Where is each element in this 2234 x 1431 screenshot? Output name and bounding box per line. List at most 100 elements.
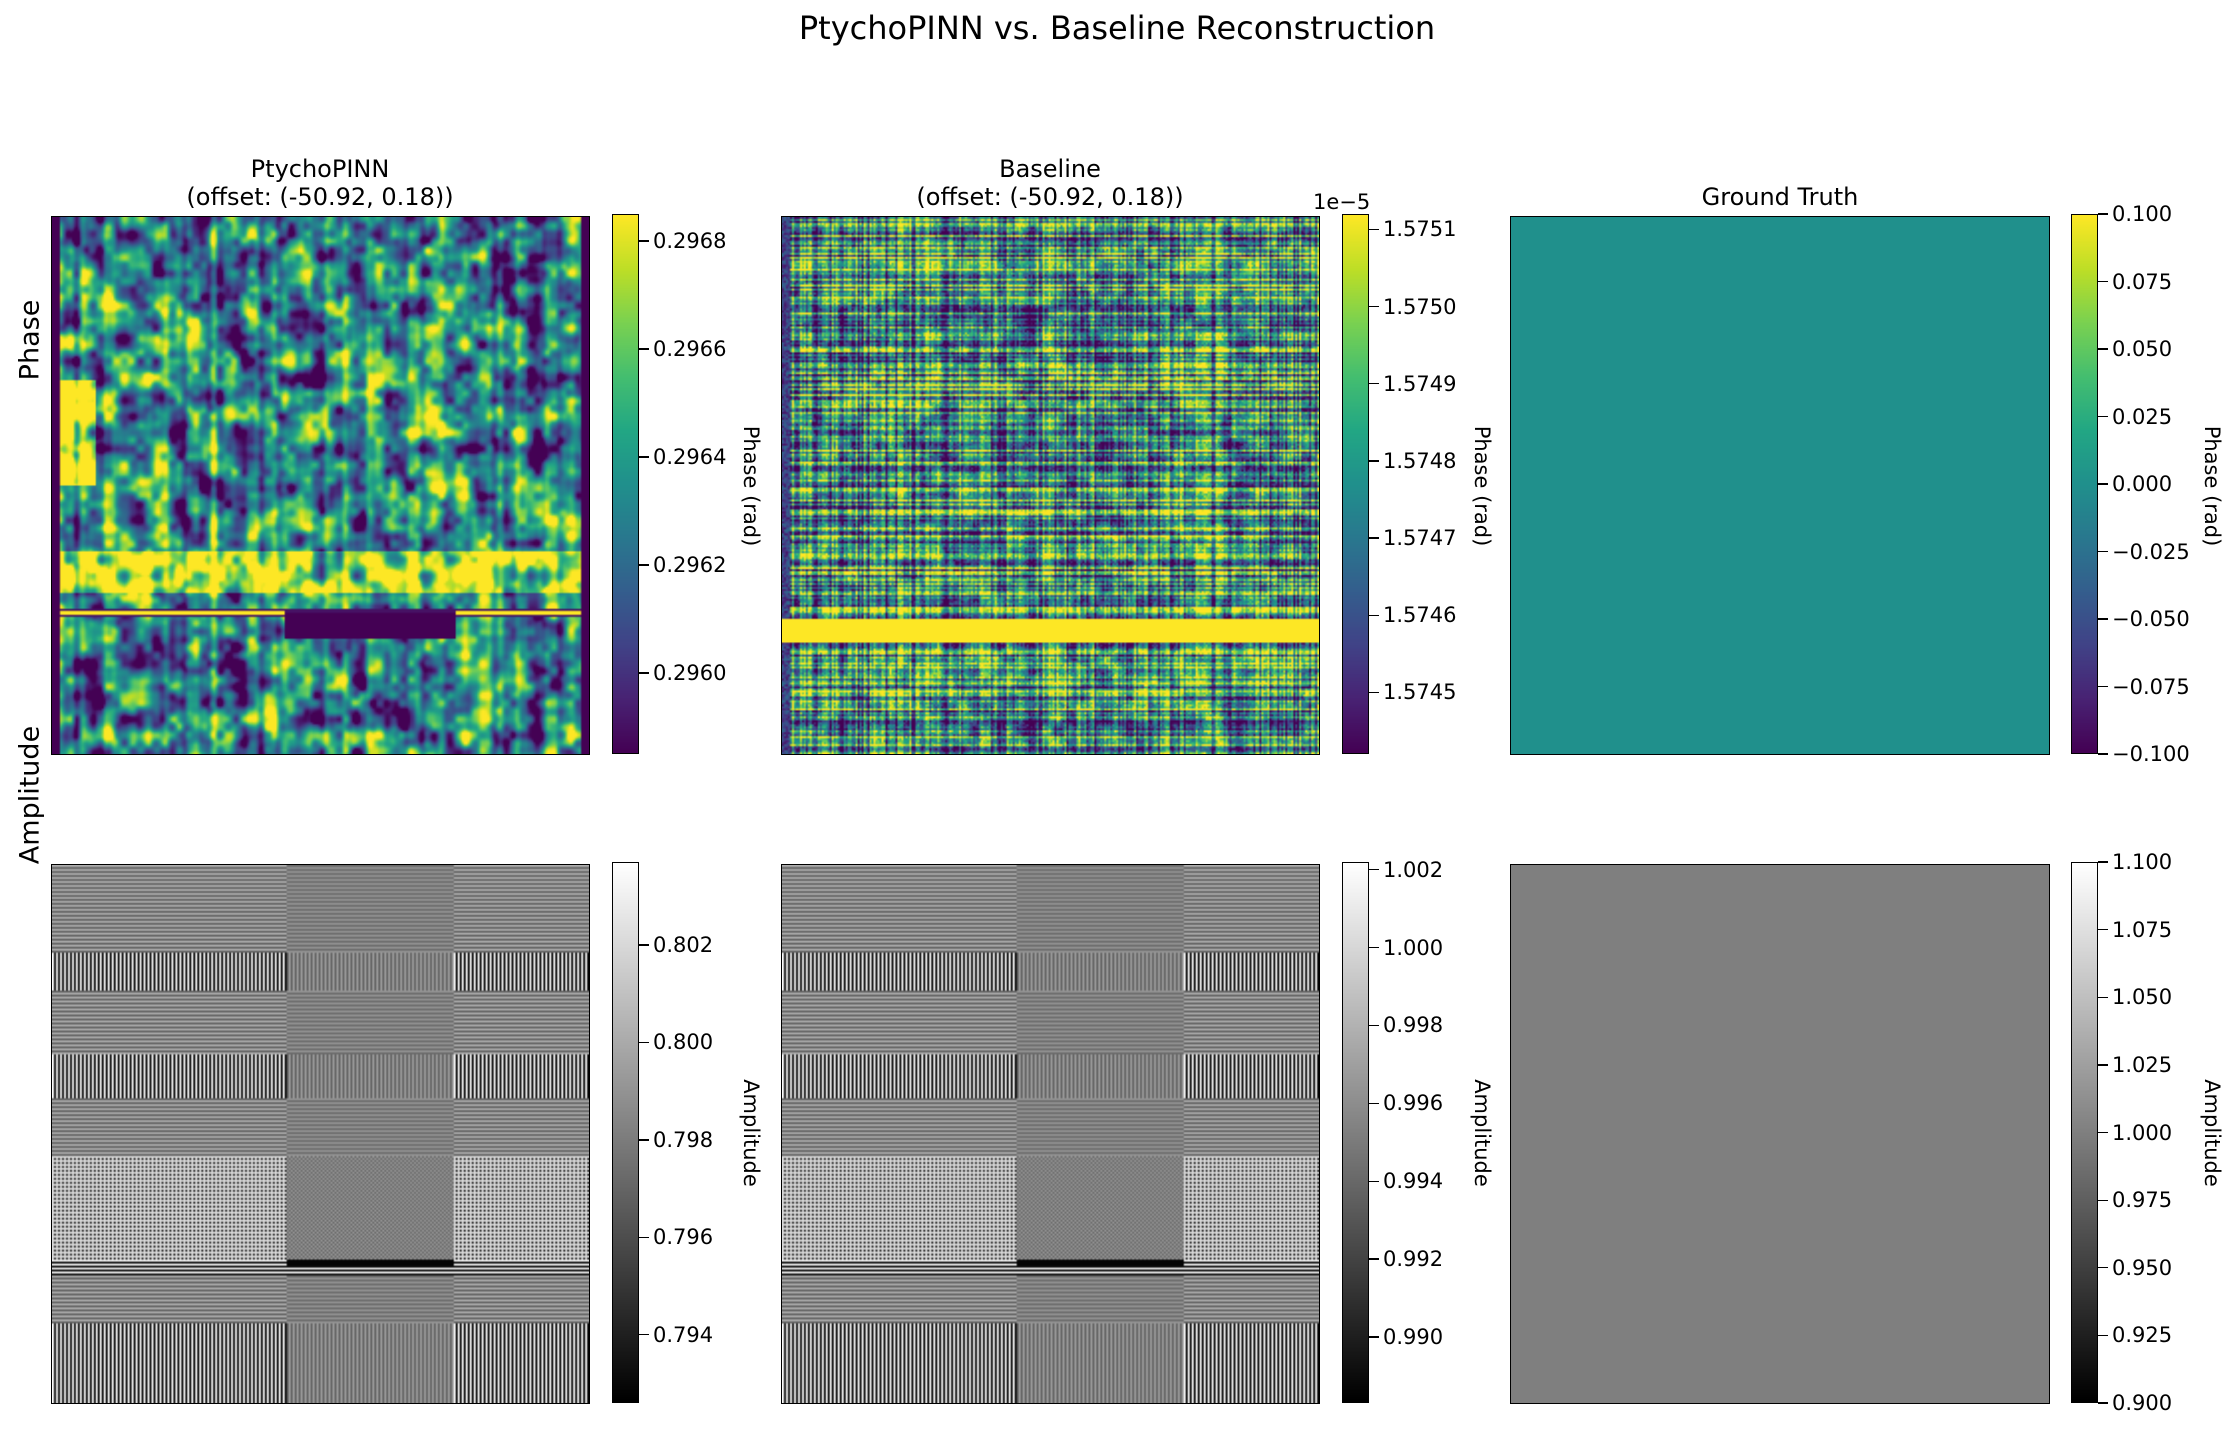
colorbar-label-baseline-amplitude: Amplitude <box>1470 1079 1494 1187</box>
heatmap-baseline-phase <box>781 216 1320 755</box>
colorbar-tick <box>1369 460 1379 461</box>
colorbar-tick-label: −0.025 <box>2112 540 2190 564</box>
colorbar-tick-label: 0.796 <box>653 1225 713 1249</box>
colorbar-tick-label: 0.990 <box>1383 1325 1443 1349</box>
colorbar-tick <box>1369 869 1379 870</box>
colorbar-tick-label: 0.100 <box>2112 202 2172 226</box>
colorbar-tick-label: 1.5751 <box>1383 217 1456 241</box>
colorbar-tick-label: 0.025 <box>2112 405 2172 429</box>
colorbar-ptychopinn-phase <box>612 214 639 754</box>
colorbar-tick <box>639 456 649 457</box>
colorbar-tick <box>639 1042 649 1043</box>
colorbar-tick-label: 0.998 <box>1383 1013 1443 1037</box>
colorbar-label-ground-truth-phase: Phase (rad) <box>2200 426 2224 547</box>
colorbar-label-ground-truth-amplitude: Amplitude <box>2200 1079 2224 1187</box>
colorbar-tick-label: 0.050 <box>2112 337 2172 361</box>
colorbar-tick <box>1369 947 1379 948</box>
panel-title-ground-truth: Ground Truth <box>1702 184 1859 212</box>
colorbar-tick <box>2098 1200 2108 1201</box>
colorbar-tick-label: 0.800 <box>653 1030 713 1054</box>
heatmap-baseline-amplitude <box>781 864 1320 1404</box>
colorbar-tick <box>1369 383 1379 384</box>
heatmap-ground-truth-phase <box>1510 216 2050 755</box>
colorbar-label-ptychopinn-phase: Phase (rad) <box>739 426 763 547</box>
colorbar-tick-label: 0.798 <box>653 1128 713 1152</box>
colorbar-tick-label: 0.996 <box>1383 1091 1443 1115</box>
colorbar-tick <box>2098 1402 2108 1403</box>
colorbar-tick <box>1369 1181 1379 1182</box>
colorbar-tick-label: 0.925 <box>2112 1323 2172 1347</box>
colorbar-tick-label: 1.5749 <box>1383 372 1456 396</box>
colorbar-tick-label: 1.5746 <box>1383 603 1456 627</box>
colorbar-ground-truth-amplitude <box>2071 862 2098 1403</box>
colorbar-tick-label: 0.000 <box>2112 472 2172 496</box>
colorbar-tick <box>1369 229 1379 230</box>
colorbar-tick-label: 0.975 <box>2112 1188 2172 1212</box>
colorbar-tick <box>639 1139 649 1140</box>
colorbar-tick <box>2098 929 2108 930</box>
colorbar-tick-label: 1.000 <box>1383 936 1443 960</box>
colorbar-tick-label: 1.025 <box>2112 1053 2172 1077</box>
heatmap-ground-truth-amplitude <box>1510 864 2050 1404</box>
colorbar-tick <box>2098 618 2108 619</box>
colorbar-tick <box>1369 537 1379 538</box>
colorbar-tick <box>1369 306 1379 307</box>
colorbar-tick-label: 0.994 <box>1383 1169 1443 1193</box>
colorbar-tick-label: 0.075 <box>2112 270 2172 294</box>
colorbar-tick <box>2098 997 2108 998</box>
colorbar-tick-label: 1.5750 <box>1383 295 1456 319</box>
colorbar-ground-truth-phase <box>2071 214 2098 754</box>
colorbar-tick-label: −0.100 <box>2112 742 2190 766</box>
colorbar-tick-label: 1.075 <box>2112 918 2172 942</box>
colorbar-tick <box>2098 483 2108 484</box>
heatmap-ptychopinn-amplitude <box>51 864 590 1404</box>
colorbar-baseline-phase <box>1342 214 1369 754</box>
figure-title: PtychoPINN vs. Baseline Reconstruction <box>799 10 1435 47</box>
heatmap-ptychopinn-phase <box>51 216 590 755</box>
row-label-amplitude: Amplitude <box>14 726 45 864</box>
colorbar-baseline-amplitude <box>1342 862 1369 1403</box>
colorbar-tick <box>2098 281 2108 282</box>
colorbar-tick-label: 1.050 <box>2112 985 2172 1009</box>
colorbar-tick <box>2098 1335 2108 1336</box>
colorbar-tick-label: −0.050 <box>2112 607 2190 631</box>
colorbar-tick-label: 1.5747 <box>1383 526 1456 550</box>
colorbar-tick <box>2098 753 2108 754</box>
colorbar-tick <box>2098 1064 2108 1065</box>
colorbar-tick <box>2098 686 2108 687</box>
colorbar-tick <box>2098 1132 2108 1133</box>
colorbar-tick <box>1369 615 1379 616</box>
colorbar-tick <box>639 944 649 945</box>
colorbar-tick <box>639 672 649 673</box>
colorbar-label-baseline-phase: Phase (rad) <box>1470 426 1494 547</box>
colorbar-tick <box>639 348 649 349</box>
colorbar-tick-label: 1.100 <box>2112 850 2172 874</box>
colorbar-tick-label: 0.950 <box>2112 1256 2172 1280</box>
colorbar-tick <box>2098 213 2108 214</box>
colorbar-tick-label: 0.992 <box>1383 1247 1443 1271</box>
colorbar-tick-label: 1.000 <box>2112 1121 2172 1145</box>
colorbar-tick-label: 0.900 <box>2112 1391 2172 1415</box>
row-label-phase: Phase <box>14 300 45 381</box>
colorbar-tick-label: −0.075 <box>2112 675 2190 699</box>
colorbar-tick <box>2098 1267 2108 1268</box>
colorbar-tick-label: 0.794 <box>653 1323 713 1347</box>
colorbar-tick-label: 0.2960 <box>653 661 726 685</box>
colorbar-tick-label: 1.5745 <box>1383 680 1456 704</box>
colorbar-tick <box>2098 348 2108 349</box>
colorbar-tick-label: 0.2966 <box>653 337 726 361</box>
colorbar-tick-label: 0.2968 <box>653 229 726 253</box>
panel-title-baseline: Baseline (offset: (-50.92, 0.18)) <box>916 156 1183 211</box>
colorbar-tick <box>2098 551 2108 552</box>
colorbar-tick-label: 0.802 <box>653 933 713 957</box>
colorbar-tick <box>1369 1103 1379 1104</box>
colorbar-ptychopinn-amplitude <box>612 862 639 1403</box>
colorbar-tick <box>639 1237 649 1238</box>
colorbar-tick <box>2098 861 2108 862</box>
colorbar-offset-baseline-phase: 1e−5 <box>1313 190 1370 214</box>
colorbar-tick <box>2098 416 2108 417</box>
colorbar-tick-label: 1.5748 <box>1383 449 1456 473</box>
colorbar-tick <box>639 564 649 565</box>
colorbar-tick <box>639 1334 649 1335</box>
colorbar-tick <box>1369 692 1379 693</box>
